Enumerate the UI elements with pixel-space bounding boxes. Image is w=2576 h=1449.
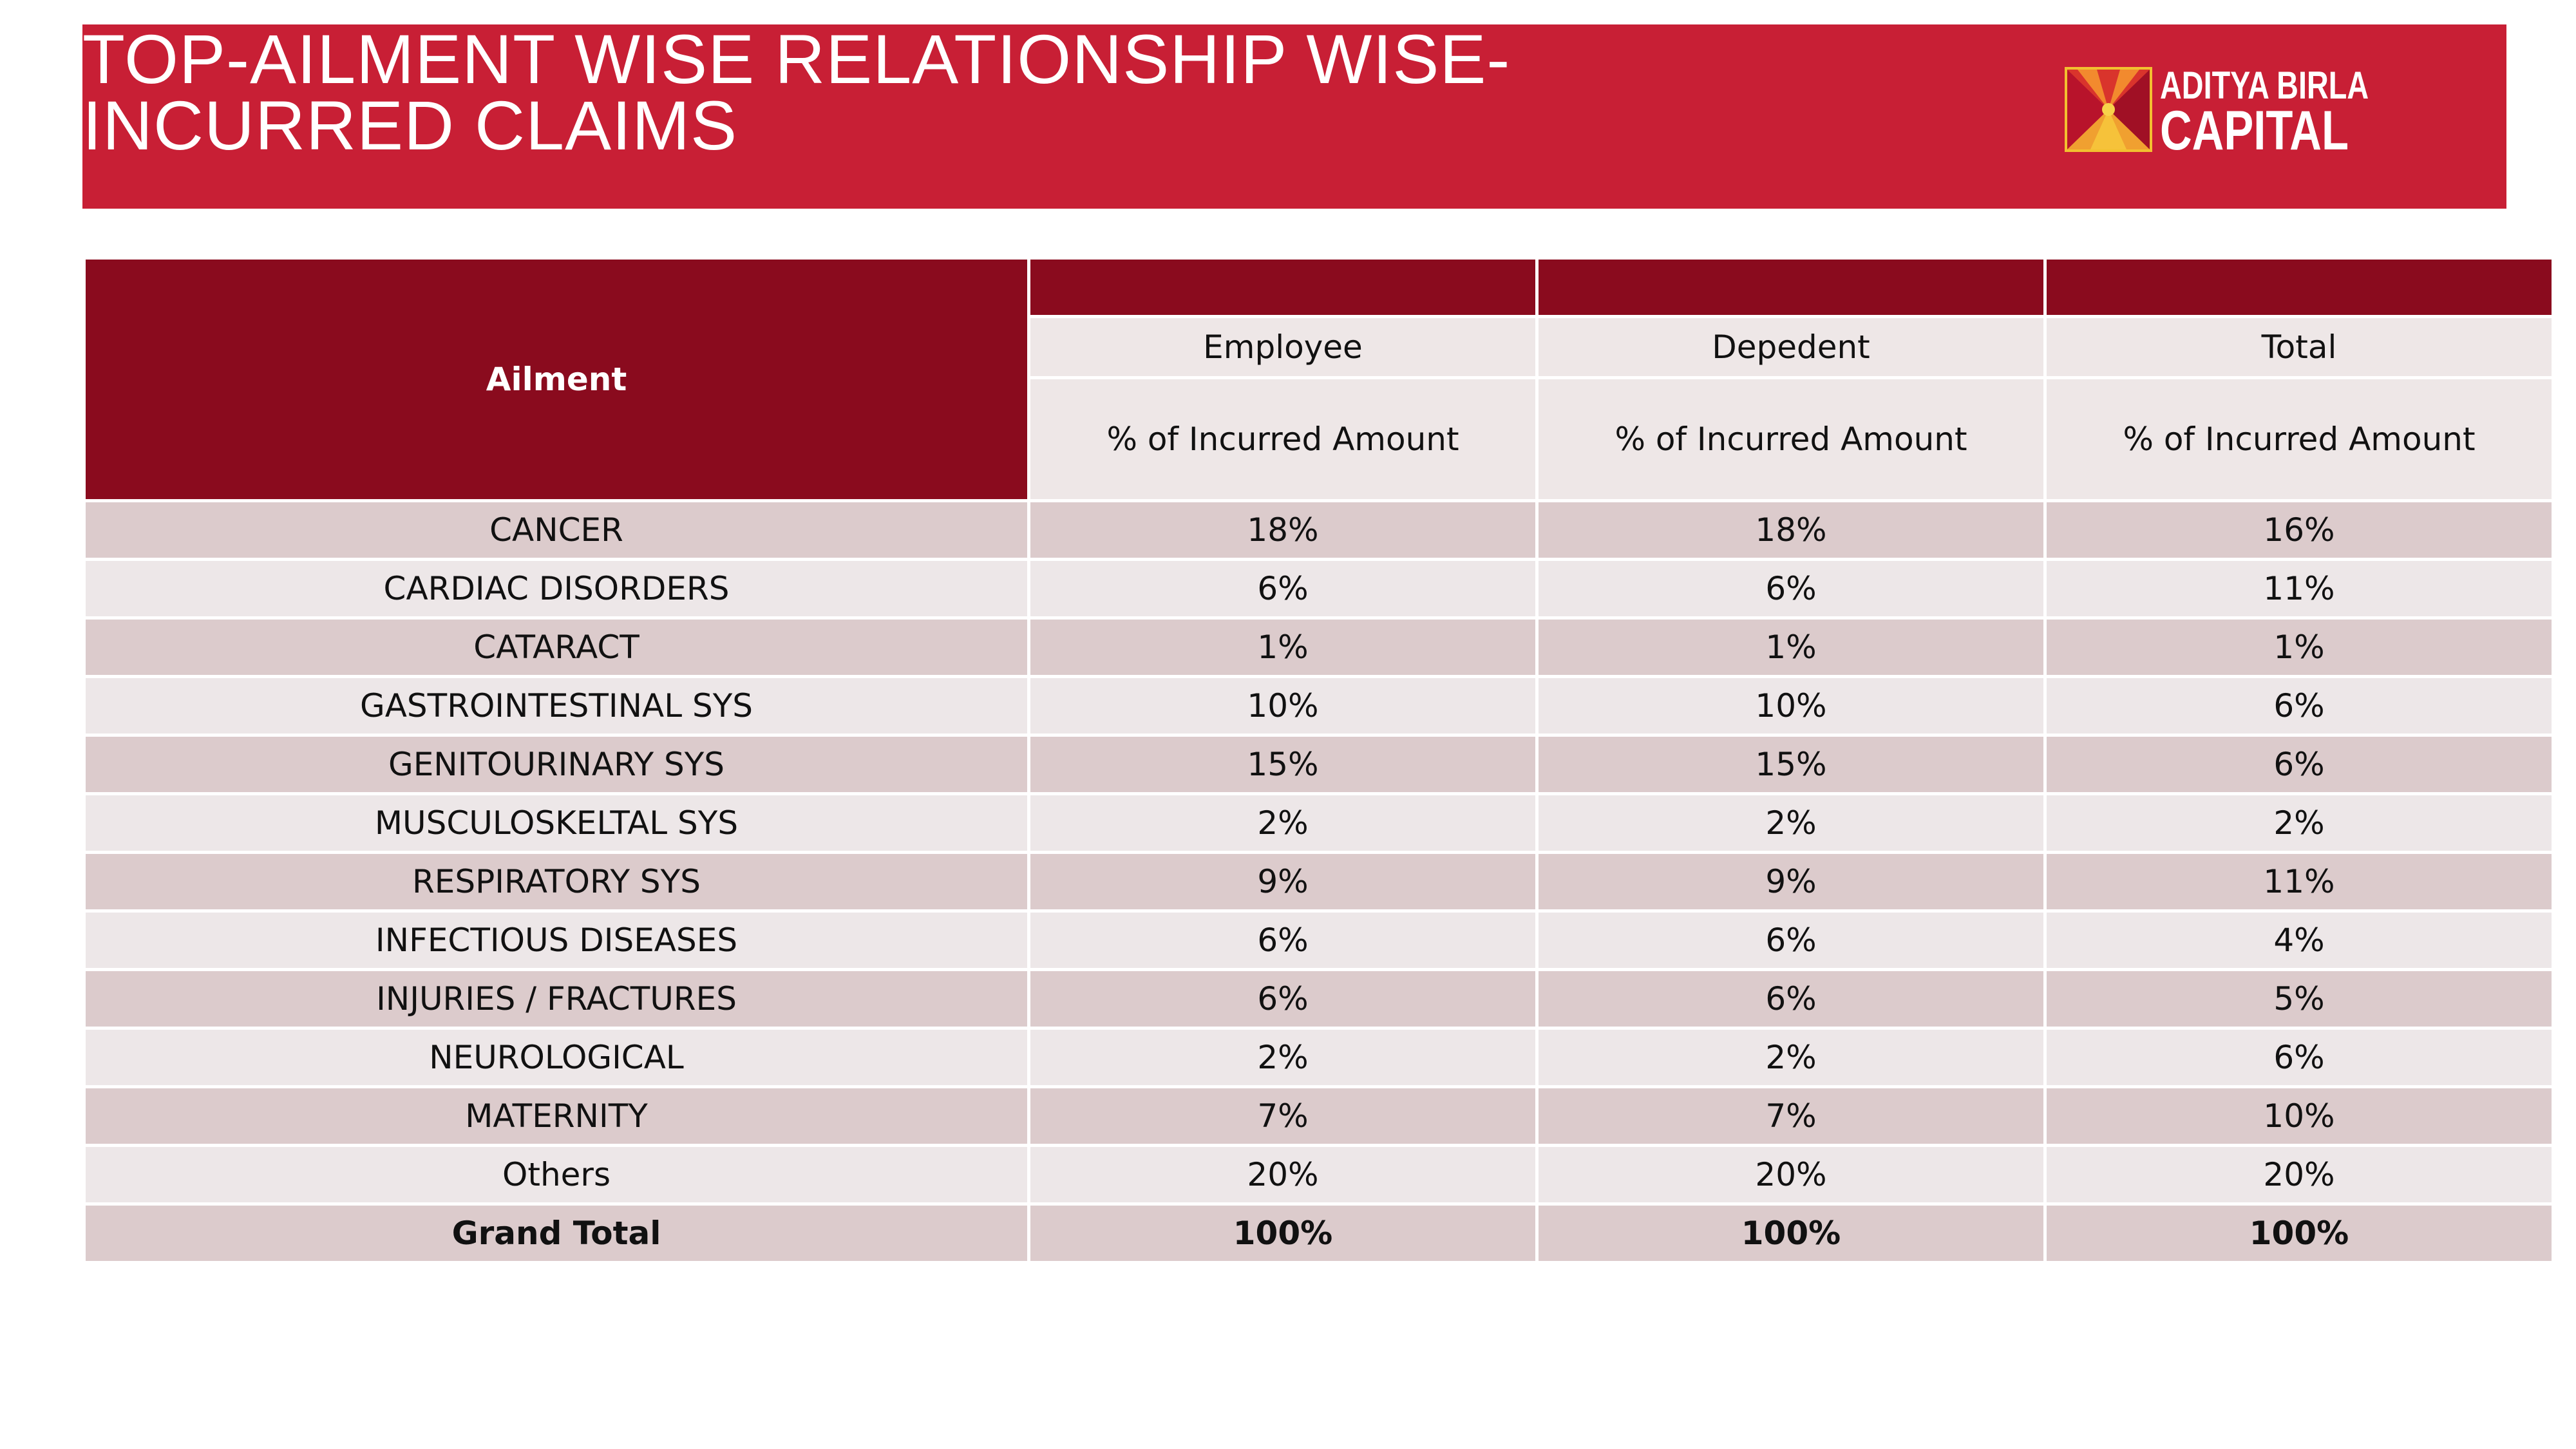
metric-header-total: % of Incurred Amount xyxy=(2043,376,2555,502)
dependent-pct-cell: 100% xyxy=(1535,1202,2047,1264)
table-row: MATERNITY 7% 7% 10% xyxy=(82,1085,2555,1147)
table-row: INFECTIOUS DISEASES 6% 6% 4% xyxy=(82,909,2555,971)
title-line-2: INCURRED CLAIMS xyxy=(82,86,738,164)
dependent-pct-cell: 9% xyxy=(1535,851,2047,913)
employee-pct-cell: 2% xyxy=(1027,792,1539,854)
employee-pct-cell: 18% xyxy=(1027,499,1539,561)
group-header-dependent: Depedent xyxy=(1535,315,2047,379)
ailment-cell: INFECTIOUS DISEASES xyxy=(82,909,1030,971)
total-pct-cell: 10% xyxy=(2043,1085,2555,1147)
dependent-pct-cell: 7% xyxy=(1535,1085,2047,1147)
dependent-pct-cell: 2% xyxy=(1535,1027,2047,1088)
employee-pct-cell: 20% xyxy=(1027,1144,1539,1206)
employee-pct-cell: 6% xyxy=(1027,968,1539,1030)
ailment-cell: GASTROINTESTINAL SYS xyxy=(82,675,1030,737)
ailment-cell: Others xyxy=(82,1144,1030,1206)
dependent-pct-cell: 6% xyxy=(1535,909,2047,971)
logo-text-capital: CAPITAL xyxy=(2160,100,2349,162)
company-logo: ADITYA BIRLA CAPITAL xyxy=(2065,64,2425,162)
table-row: GENITOURINARY SYS 15% 15% 6% xyxy=(82,734,2555,795)
title-line-1: TOP-AILMENT WISE RELATIONSHIP WISE- xyxy=(82,20,1511,98)
ailment-cell: INJURIES / FRACTURES xyxy=(82,968,1030,1030)
aditya-birla-sun-logo-icon xyxy=(2065,67,2152,152)
dependent-pct-cell: 18% xyxy=(1535,499,2047,561)
employee-pct-cell: 6% xyxy=(1027,558,1539,620)
dependent-pct-cell: 1% xyxy=(1535,616,2047,678)
total-pct-cell: 11% xyxy=(2043,558,2555,620)
table-row: RESPIRATORY SYS 9% 9% 11% xyxy=(82,851,2555,913)
ailment-cell: GENITOURINARY SYS xyxy=(82,734,1030,795)
total-pct-cell: 6% xyxy=(2043,675,2555,737)
employee-pct-cell: 2% xyxy=(1027,1027,1539,1088)
table-row: CANCER 18% 18% 16% xyxy=(82,499,2555,561)
total-pct-cell: 100% xyxy=(2043,1202,2555,1264)
dependent-pct-cell: 2% xyxy=(1535,792,2047,854)
slide-title: TOP-AILMENT WISE RELATIONSHIP WISE- INCU… xyxy=(82,20,1821,164)
ailment-header: Ailment xyxy=(82,256,1030,502)
total-pct-cell: 2% xyxy=(2043,792,2555,854)
logo-text-aditya-birla: ADITYA BIRLA xyxy=(2160,64,2369,107)
table-row: INJURIES / FRACTURES 6% 6% 5% xyxy=(82,968,2555,1030)
table-row: CATARACT 1% 1% 1% xyxy=(82,616,2555,678)
employee-pct-cell: 15% xyxy=(1027,734,1539,795)
metric-header-employee: % of Incurred Amount xyxy=(1027,376,1539,502)
dependent-pct-cell: 10% xyxy=(1535,675,2047,737)
total-pct-cell: 20% xyxy=(2043,1144,2555,1206)
employee-pct-cell: 100% xyxy=(1027,1202,1539,1264)
total-pct-cell: 4% xyxy=(2043,909,2555,971)
group-header-band xyxy=(1027,256,1539,318)
ailment-cell: CATARACT xyxy=(82,616,1030,678)
ailment-cell: RESPIRATORY SYS xyxy=(82,851,1030,913)
total-pct-cell: 5% xyxy=(2043,968,2555,1030)
metric-header-dependent: % of Incurred Amount xyxy=(1535,376,2047,502)
total-pct-cell: 6% xyxy=(2043,1027,2555,1088)
employee-pct-cell: 10% xyxy=(1027,675,1539,737)
employee-pct-cell: 7% xyxy=(1027,1085,1539,1147)
ailment-cell: MATERNITY xyxy=(82,1085,1030,1147)
grand-total-row: Grand Total 100% 100% 100% xyxy=(82,1202,2555,1264)
table-row: GASTROINTESTINAL SYS 10% 10% 6% xyxy=(82,675,2555,737)
group-header-band xyxy=(2043,256,2555,318)
employee-pct-cell: 6% xyxy=(1027,909,1539,971)
dependent-pct-cell: 6% xyxy=(1535,968,2047,1030)
group-header-employee: Employee xyxy=(1027,315,1539,379)
employee-pct-cell: 1% xyxy=(1027,616,1539,678)
ailment-cell: CARDIAC DISORDERS xyxy=(82,558,1030,620)
dependent-pct-cell: 20% xyxy=(1535,1144,2047,1206)
table-row: NEUROLOGICAL 2% 2% 6% xyxy=(82,1027,2555,1088)
total-pct-cell: 6% xyxy=(2043,734,2555,795)
employee-pct-cell: 9% xyxy=(1027,851,1539,913)
dependent-pct-cell: 6% xyxy=(1535,558,2047,620)
ailment-cell: Grand Total xyxy=(82,1202,1030,1264)
total-pct-cell: 11% xyxy=(2043,851,2555,913)
group-header-total: Total xyxy=(2043,315,2555,379)
ailment-cell: MUSCULOSKELTAL SYS xyxy=(82,792,1030,854)
group-header-band xyxy=(1535,256,2047,318)
claims-table: Ailment Employee Depedent Total % of Inc… xyxy=(82,256,2555,1264)
table-row: Others 20% 20% 20% xyxy=(82,1144,2555,1206)
table-row: CARDIAC DISORDERS 6% 6% 11% xyxy=(82,558,2555,620)
dependent-pct-cell: 15% xyxy=(1535,734,2047,795)
table-row: MUSCULOSKELTAL SYS 2% 2% 2% xyxy=(82,792,2555,854)
total-pct-cell: 1% xyxy=(2043,616,2555,678)
total-pct-cell: 16% xyxy=(2043,499,2555,561)
ailment-cell: NEUROLOGICAL xyxy=(82,1027,1030,1088)
ailment-cell: CANCER xyxy=(82,499,1030,561)
